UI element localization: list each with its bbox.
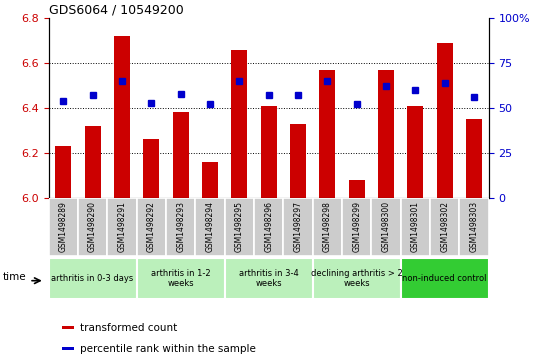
- Bar: [254, 198, 284, 256]
- Bar: [430, 198, 460, 256]
- Bar: [225, 198, 254, 256]
- Text: GSM1498290: GSM1498290: [88, 201, 97, 252]
- Text: declining arthritis > 2
weeks: declining arthritis > 2 weeks: [311, 269, 402, 288]
- Bar: [143, 139, 159, 198]
- Bar: [225, 258, 313, 299]
- Text: arthritis in 3-4
weeks: arthritis in 3-4 weeks: [239, 269, 299, 288]
- Text: GSM1498303: GSM1498303: [469, 201, 478, 252]
- Bar: [407, 106, 423, 198]
- Bar: [114, 36, 130, 198]
- Bar: [319, 70, 335, 198]
- Bar: [313, 258, 401, 299]
- Bar: [137, 198, 166, 256]
- Text: transformed count: transformed count: [79, 323, 177, 333]
- Text: GSM1498295: GSM1498295: [235, 201, 244, 252]
- Bar: [460, 198, 489, 256]
- Bar: [173, 113, 188, 198]
- Text: GSM1498292: GSM1498292: [147, 201, 156, 252]
- Bar: [290, 124, 306, 198]
- Bar: [466, 119, 482, 198]
- Bar: [62, 347, 74, 350]
- Text: arthritis in 1-2
weeks: arthritis in 1-2 weeks: [151, 269, 211, 288]
- Bar: [78, 198, 107, 256]
- Text: percentile rank within the sample: percentile rank within the sample: [79, 344, 255, 354]
- Text: GSM1498299: GSM1498299: [352, 201, 361, 252]
- Bar: [107, 198, 137, 256]
- Bar: [372, 198, 401, 256]
- Bar: [401, 198, 430, 256]
- Bar: [195, 198, 225, 256]
- Text: GSM1498296: GSM1498296: [264, 201, 273, 252]
- Bar: [378, 70, 394, 198]
- Text: GSM1498301: GSM1498301: [411, 201, 420, 252]
- Bar: [342, 198, 372, 256]
- Bar: [401, 258, 489, 299]
- Bar: [137, 258, 225, 299]
- Text: GDS6064 / 10549200: GDS6064 / 10549200: [49, 4, 184, 17]
- Bar: [85, 126, 100, 198]
- Bar: [313, 198, 342, 256]
- Bar: [349, 180, 365, 198]
- Text: GSM1498297: GSM1498297: [294, 201, 302, 252]
- Bar: [261, 106, 276, 198]
- Bar: [49, 198, 78, 256]
- Text: GSM1498291: GSM1498291: [118, 201, 126, 252]
- Bar: [437, 43, 453, 198]
- Text: GSM1498298: GSM1498298: [323, 201, 332, 252]
- Text: GSM1498293: GSM1498293: [176, 201, 185, 252]
- Text: non-induced control: non-induced control: [402, 274, 487, 283]
- Text: time: time: [3, 272, 26, 282]
- Bar: [231, 50, 247, 198]
- Bar: [166, 198, 195, 256]
- Bar: [202, 162, 218, 198]
- Text: GSM1498289: GSM1498289: [59, 201, 68, 252]
- Text: GSM1498300: GSM1498300: [381, 201, 390, 252]
- Bar: [284, 198, 313, 256]
- Text: GSM1498302: GSM1498302: [440, 201, 449, 252]
- Bar: [55, 146, 71, 198]
- Text: arthritis in 0-3 days: arthritis in 0-3 days: [51, 274, 134, 283]
- Bar: [49, 258, 137, 299]
- Text: GSM1498294: GSM1498294: [205, 201, 214, 252]
- Bar: [62, 326, 74, 329]
